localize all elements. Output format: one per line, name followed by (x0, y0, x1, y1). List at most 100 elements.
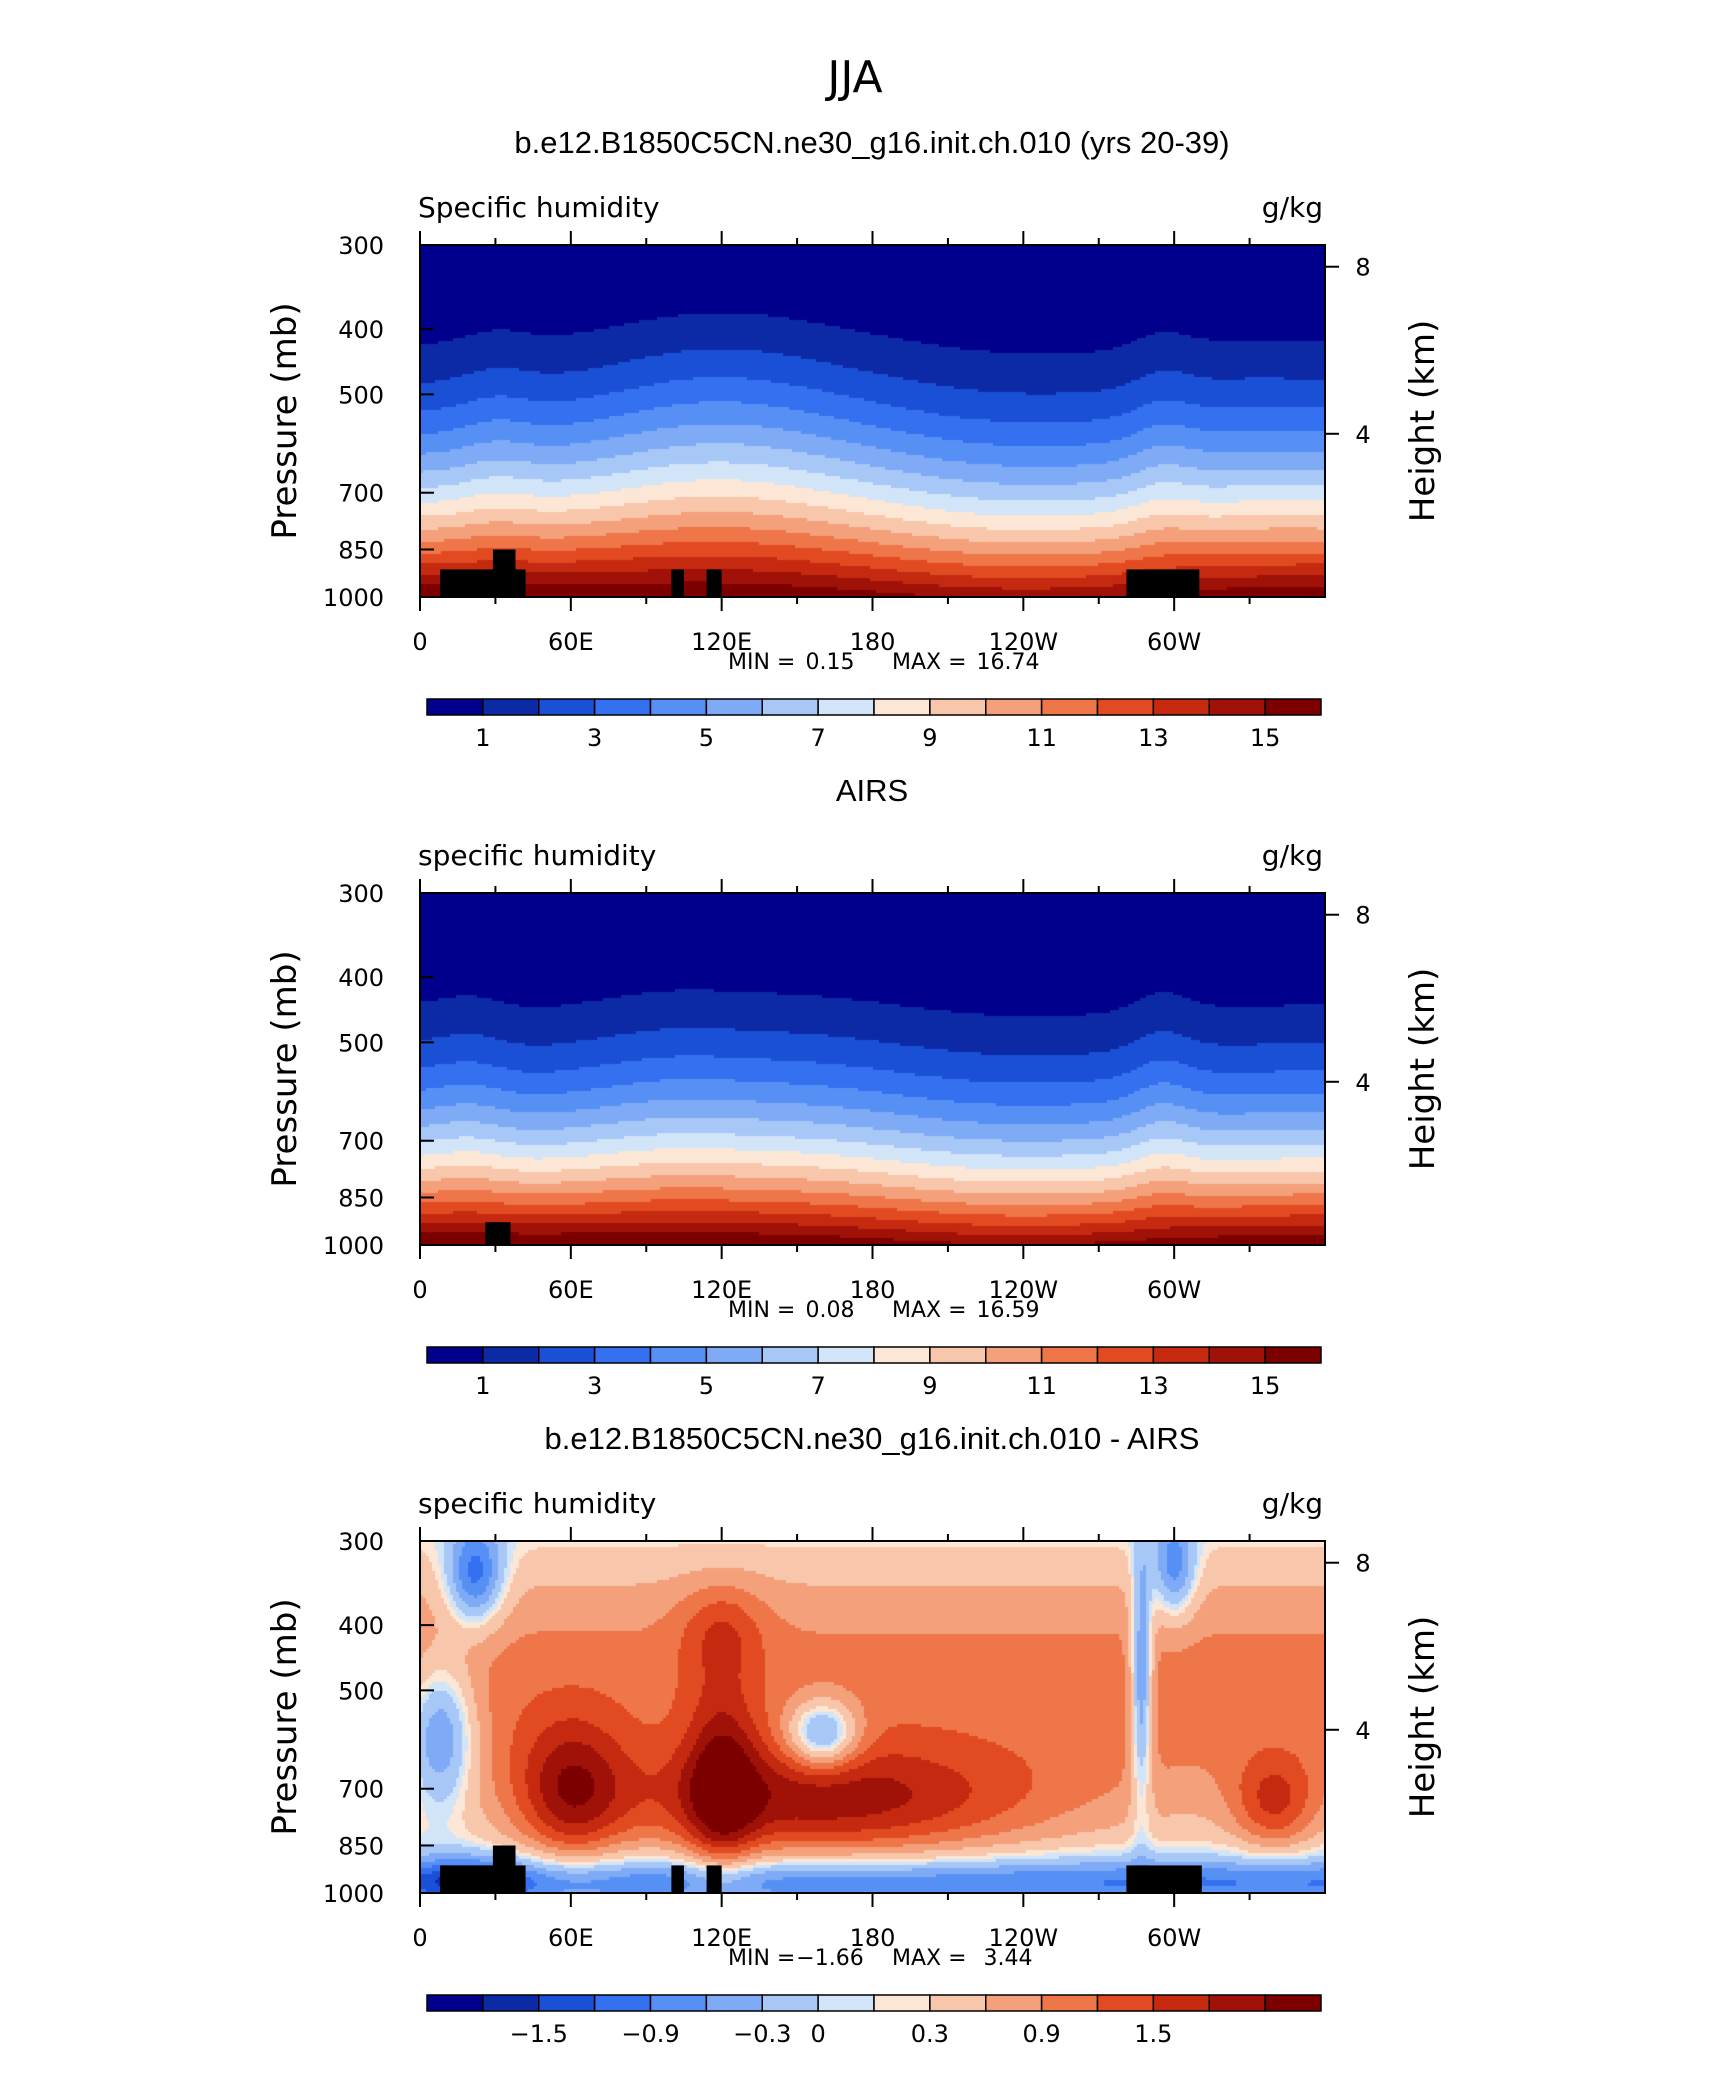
x-tick-label: 120E (691, 628, 752, 656)
colorbar-box (1152, 1994, 1210, 2012)
contour-field (420, 1541, 1325, 1893)
max-label: MAX = (892, 1298, 967, 1323)
colorbar-box (482, 698, 540, 716)
colorbar-box (1040, 1994, 1099, 2012)
colorbar-box (482, 1346, 540, 1364)
colorbar-box (817, 1994, 875, 2012)
colorbar-label: 0 (810, 2020, 825, 2048)
y-tick-label: 400 (338, 316, 384, 344)
colorbar-label: 0.3 (911, 2020, 949, 2048)
colorbar-label: 11 (1026, 724, 1057, 752)
panel-2: AIRS specific humidity g/kg 0 60E 120E 180 120W… (265, 773, 1443, 1400)
x-tick-label: 60W (1147, 1924, 1201, 1952)
y-axis-title: Pressure (mb) (265, 1598, 305, 1835)
y-tick-label: 300 (338, 1528, 384, 1556)
colorbar-box (426, 1994, 484, 2012)
left-string: specific humidity (418, 1487, 656, 1520)
colorbar-label: 0.9 (1023, 2020, 1061, 2048)
right-string: g/kg (1262, 839, 1323, 872)
min-label: MIN = (728, 1946, 795, 1971)
colorbar-label: 11 (1026, 1372, 1057, 1400)
colorbar-label: 5 (699, 1372, 714, 1400)
colorbar-box (985, 698, 1043, 716)
colorbar-box (1208, 1346, 1266, 1364)
x-tick-label: 120W (989, 1924, 1059, 1952)
max-value: 16.74 (977, 650, 1040, 675)
colorbar-label: 5 (699, 724, 714, 752)
colorbar-label: 1 (475, 724, 490, 752)
colorbar-box (761, 1346, 819, 1364)
y2-axis-title: Height (km) (1403, 320, 1443, 523)
y-tick-label: 850 (338, 1832, 384, 1860)
land-mask (671, 1865, 684, 1893)
height-tick-label: 8 (1355, 1550, 1370, 1578)
land-mask (706, 569, 722, 597)
colorbar-box (705, 698, 763, 716)
colorbar-box (482, 1994, 540, 2012)
colorbar-box (593, 698, 652, 716)
min-value: 0.08 (806, 1298, 855, 1323)
y-axis-title: Pressure (mb) (265, 950, 305, 1187)
colorbar-box (1264, 698, 1322, 716)
x-tick-label: 0 (412, 1276, 427, 1304)
land-mask (492, 549, 516, 597)
colorbar-box (985, 1346, 1043, 1364)
colorbar-box (1096, 698, 1155, 716)
colorbar-box (929, 1346, 987, 1364)
colorbar-box (761, 1994, 819, 2012)
contour-field (420, 245, 1325, 597)
height-tick-label: 4 (1355, 1069, 1370, 1097)
colorbar-box (649, 1346, 708, 1364)
land-mask (671, 569, 684, 597)
colorbar-box (426, 1346, 484, 1364)
height-tick-label: 8 (1355, 254, 1370, 282)
x-tick-label: 180 (850, 1276, 896, 1304)
colorbar-box (1208, 698, 1266, 716)
colorbar-box (929, 698, 987, 716)
land-mask (1126, 1865, 1202, 1893)
colorbar-label: 9 (922, 724, 937, 752)
colorbar-label: 13 (1138, 724, 1169, 752)
colorbar-box (1264, 1346, 1322, 1364)
panel-1: b.e12.B1850C5CN.ne30_g16.init.ch.010 (yr… (265, 125, 1443, 752)
y-tick-label: 850 (338, 1184, 384, 1212)
x-tick-label: 60W (1147, 1276, 1201, 1304)
colorbar-box (1040, 698, 1099, 716)
x-tick-label: 180 (850, 628, 896, 656)
colorbar-label: 7 (810, 1372, 825, 1400)
x-tick-label: 60E (548, 628, 594, 656)
colorbar-box (817, 698, 875, 716)
y2-axis-title: Height (km) (1403, 1616, 1443, 1819)
panel-title: b.e12.B1850C5CN.ne30_g16.init.ch.010 (yr… (514, 125, 1229, 160)
min-value: 0.15 (806, 650, 855, 675)
colorbar-box (1096, 1994, 1155, 2012)
colorbar-box (1152, 698, 1210, 716)
y-tick-label: 300 (338, 880, 384, 908)
colorbar-box (873, 698, 931, 716)
height-tick-label: 8 (1355, 902, 1370, 930)
y-tick-label: 500 (338, 381, 384, 409)
y-tick-label: 700 (338, 480, 384, 508)
land-mask (706, 1865, 722, 1893)
y-axis-title: Pressure (mb) (265, 302, 305, 539)
x-tick-label: 60W (1147, 628, 1201, 656)
colorbar-box (817, 1346, 875, 1364)
land-mask (1126, 569, 1200, 597)
y-tick-label: 850 (338, 536, 384, 564)
colorbar-label: 15 (1250, 724, 1281, 752)
colorbar-label: 15 (1250, 1372, 1281, 1400)
land-mask (492, 1845, 516, 1893)
colorbar-box (426, 698, 484, 716)
y-tick-label: 1000 (323, 1880, 384, 1908)
height-tick-label: 4 (1355, 1717, 1370, 1745)
y-tick-label: 500 (338, 1677, 384, 1705)
colorbar-label: −1.5 (510, 2020, 568, 2048)
panel-3: b.e12.B1850C5CN.ne30_g16.init.ch.010 - A… (265, 1421, 1443, 2048)
colorbar-box (873, 1994, 931, 2012)
colorbar-box (985, 1994, 1043, 2012)
y2-axis-title: Height (km) (1403, 968, 1443, 1171)
colorbar-box (873, 1346, 931, 1364)
left-string: specific humidity (418, 839, 656, 872)
colorbar-box (593, 1346, 652, 1364)
